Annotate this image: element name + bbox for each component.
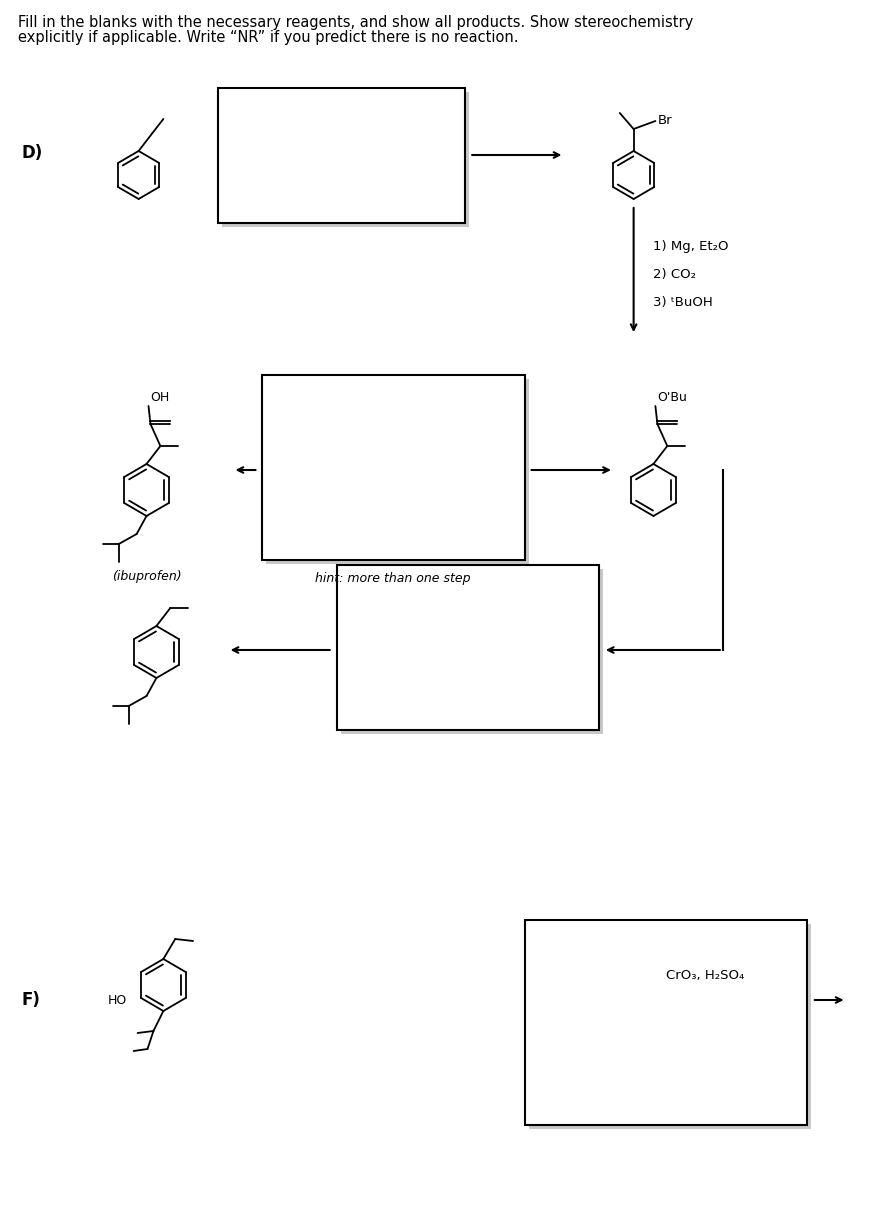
Text: D): D) [22,144,43,162]
Text: 3) ᵗBuOH: 3) ᵗBuOH [652,296,712,309]
Bar [336,565,598,730]
Text: Fill in the blanks with the necessary reagents, and show all products. Show ster: Fill in the blanks with the necessary re… [18,15,692,30]
Text: 1) Mg, Et₂O: 1) Mg, Et₂O [652,240,728,253]
Text: hint: more than one step: hint: more than one step [315,572,470,585]
Text: O'Bu: O'Bu [657,391,687,404]
Bar [262,375,524,560]
Text: OH: OH [150,391,169,404]
Text: Br: Br [657,113,671,127]
Bar [217,88,465,223]
Text: HO: HO [108,994,127,1006]
Bar [340,569,602,734]
Bar [266,379,528,564]
Bar [524,920,806,1125]
Text: explicitly if applicable. Write “NR” if you predict there is no reaction.: explicitly if applicable. Write “NR” if … [18,30,517,45]
Text: 2) CO₂: 2) CO₂ [652,268,695,281]
Bar [222,93,468,227]
Bar [528,924,810,1129]
Text: (ibuprofen): (ibuprofen) [111,570,182,583]
Text: F): F) [22,991,40,1009]
Text: CrO₃, H₂SO₄: CrO₃, H₂SO₄ [665,970,743,982]
